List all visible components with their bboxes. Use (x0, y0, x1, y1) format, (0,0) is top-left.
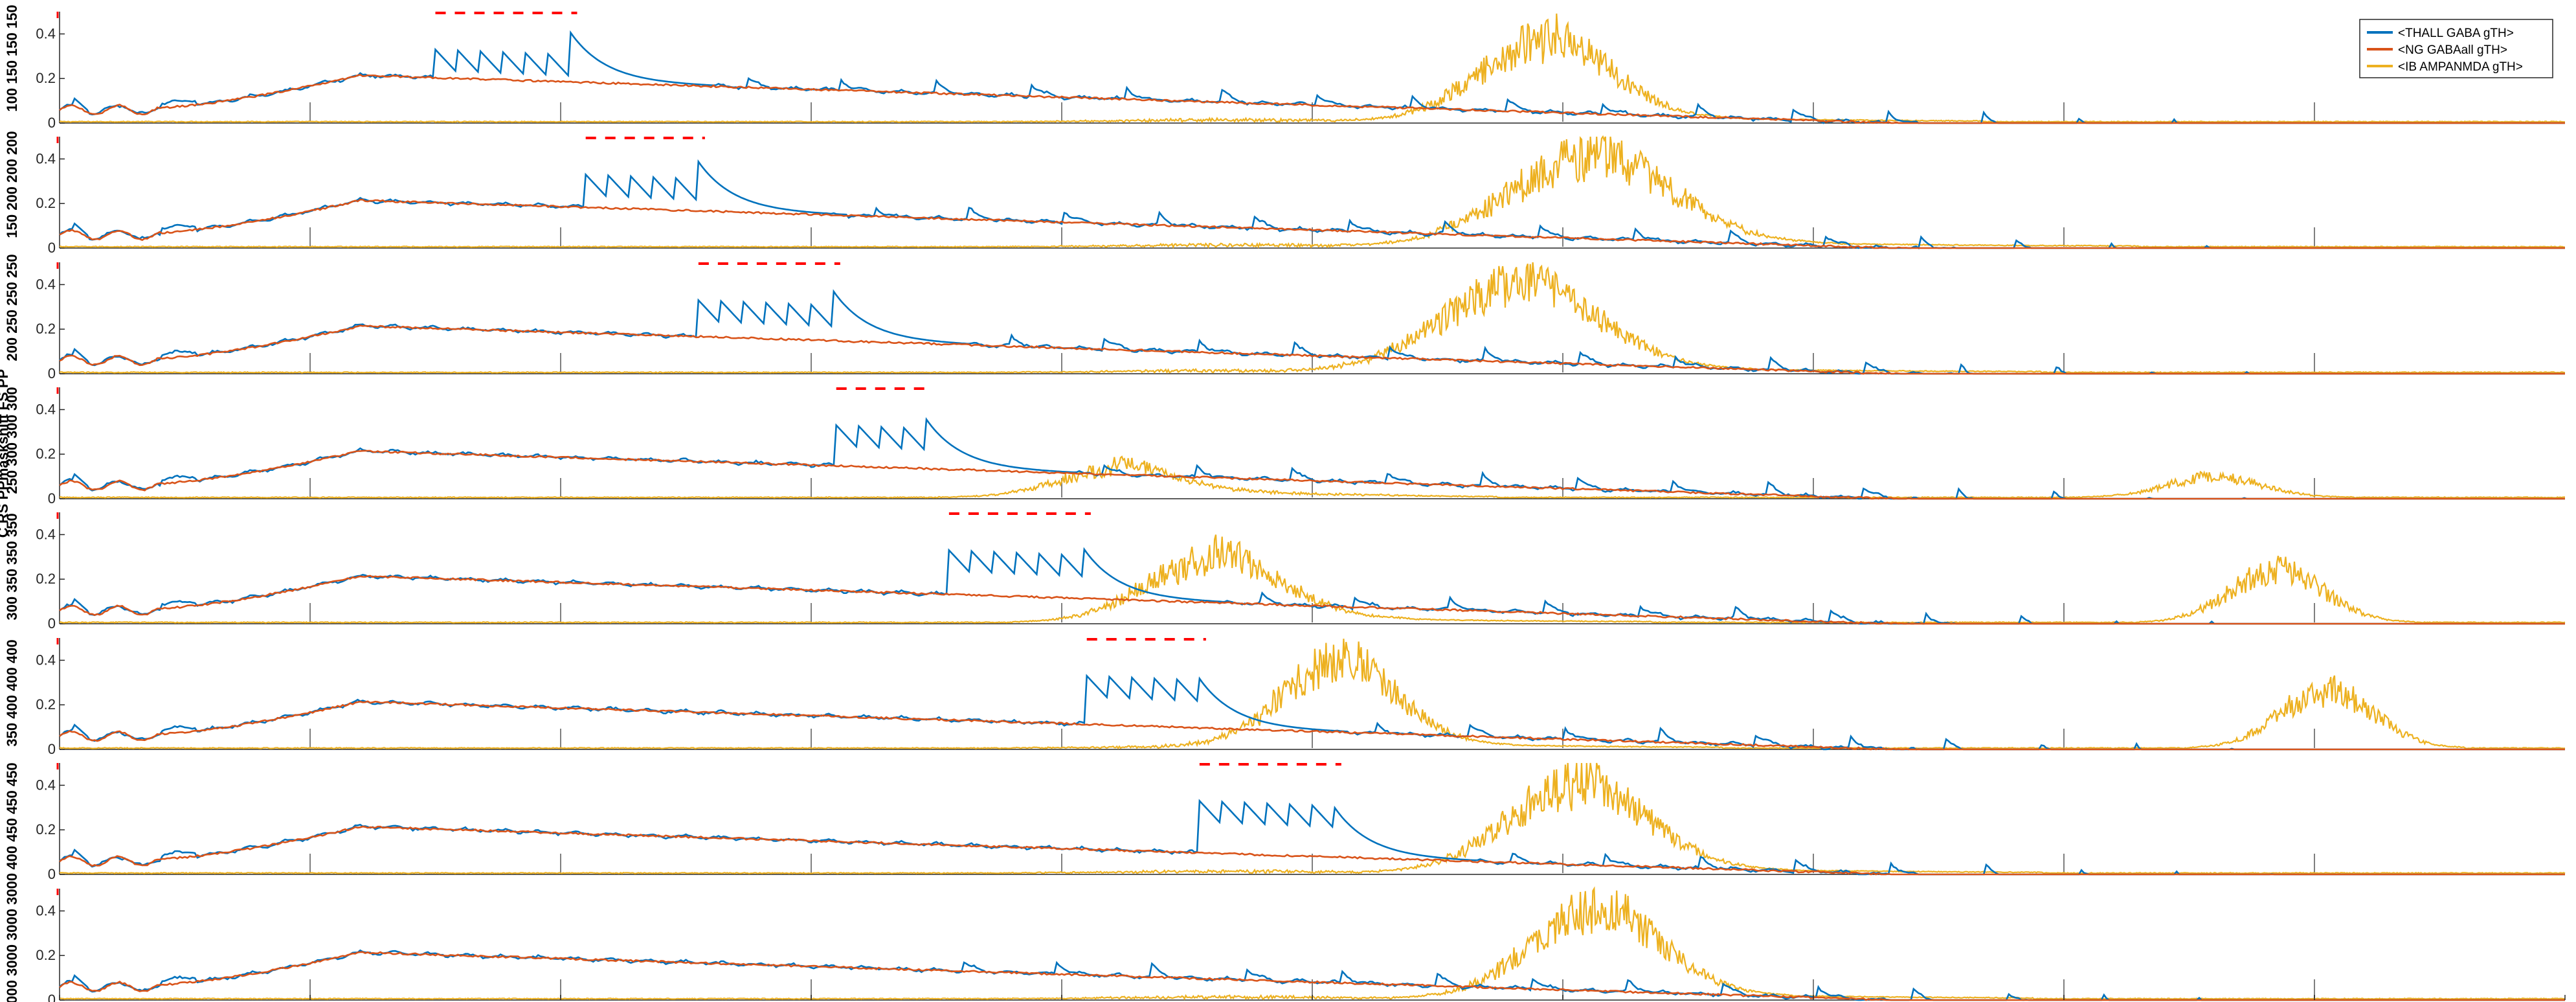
panel-8: 0 0.2 0.4 (36, 886, 2566, 1002)
y-tick-label: 0.4 (36, 526, 56, 542)
y-tick-label: 0 (48, 866, 56, 882)
x-axis: 01002003004005006007008009001000 (59, 995, 2566, 1000)
y-tick-label: 0.2 (36, 321, 56, 337)
side-label-7: 400 450 450 450 (4, 762, 20, 869)
panel-7: 0 0.2 0.4 (36, 762, 2566, 882)
panel-2: 0 0.2 0.4 (36, 135, 2566, 256)
y-tick-label: 0 (48, 615, 56, 632)
y-tick-label: 0.4 (36, 902, 56, 918)
side-labels: C RS PPmaskshift FS PP 100 150 150 150 150… (0, 5, 20, 1002)
y-tick-label: 0.2 (36, 696, 56, 712)
y-tick-label: 0.2 (36, 947, 56, 963)
y-tick-label: 0 (48, 240, 56, 256)
side-label-6: 350 400 400 400 (4, 639, 20, 746)
legend: <THALL GABA gTH> <NG GABAall gTH> <IB AM… (2359, 19, 2553, 78)
series-ng-gabaall (59, 700, 2565, 751)
side-label-5: 300 350 350 350 (4, 513, 20, 620)
series-ib-ampanmda (59, 762, 2566, 875)
y-tick-label: 0 (48, 490, 56, 507)
y-tick-label: 0 (48, 115, 56, 131)
series-ng-gabaall (59, 575, 2565, 625)
panels-layer: 00.20.400.20.400.20.400.20.400.20.400.20… (36, 12, 2566, 1002)
side-label-3: 200 250 250 250 (4, 254, 20, 361)
panel-4: 0 0.2 0.4 (36, 387, 2565, 507)
series-ng-gabaall (59, 951, 2565, 1001)
y-tick-label: 0.2 (36, 446, 56, 462)
panel-3: 0 0.2 0.4 (36, 262, 2566, 381)
series-ng-gabaall (59, 74, 2565, 124)
y-tick-label: 0.4 (36, 150, 56, 166)
y-tick-label: 0.2 (36, 70, 56, 86)
y-tick-label: 0.4 (36, 401, 56, 417)
panel-1: 0 0.2 0.4 (36, 12, 2566, 131)
series-ib-ampanmda (59, 455, 2565, 499)
y-tick-label: 0.2 (36, 571, 56, 587)
series-ng-gabaall (59, 198, 2565, 249)
series-ib-ampanmda (59, 135, 2566, 249)
series-ng-gabaall (59, 450, 2565, 500)
legend-label-thall: <THALL GABA gTH> (2398, 27, 2514, 40)
y-tick-label: 0.4 (36, 25, 56, 41)
side-label-1: 100 150 150 150 (4, 5, 20, 111)
legend-label-ng: <NG GABAall gTH> (2398, 43, 2507, 57)
y-tick-label: 0.4 (36, 652, 56, 668)
side-label-2: 150 200 200 200 (4, 131, 20, 238)
series-ng-gabaall (59, 325, 2565, 375)
series-ib-ampanmda (59, 639, 2566, 750)
series-ib-ampanmda (59, 534, 2566, 624)
y-tick-label: 0 (48, 365, 56, 381)
y-axis-title: C RS PPmaskshift FS PP (0, 369, 11, 538)
y-tick-label: 0.2 (36, 195, 56, 211)
y-tick-label: 0.4 (36, 777, 56, 793)
series-ib-ampanmda (59, 13, 2566, 124)
y-tick-label: 0.2 (36, 821, 56, 837)
legend-label-ib: <IB AMPANMDA gTH> (2398, 60, 2523, 74)
panel-6: 0 0.2 0.4 (36, 638, 2566, 757)
panel-5: 0 0.2 0.4 (36, 512, 2566, 632)
y-tick-label: 0.4 (36, 276, 56, 292)
y-tick-label: 0 (48, 992, 56, 1002)
y-tick-label: 0 (48, 741, 56, 757)
side-label-4: 250 300 300 300 (4, 387, 20, 494)
side-label-8: 3000 3000 3000 3000 (4, 873, 20, 1002)
series-ib-ampanmda (59, 262, 2566, 374)
series-ng-gabaall (59, 825, 2565, 876)
